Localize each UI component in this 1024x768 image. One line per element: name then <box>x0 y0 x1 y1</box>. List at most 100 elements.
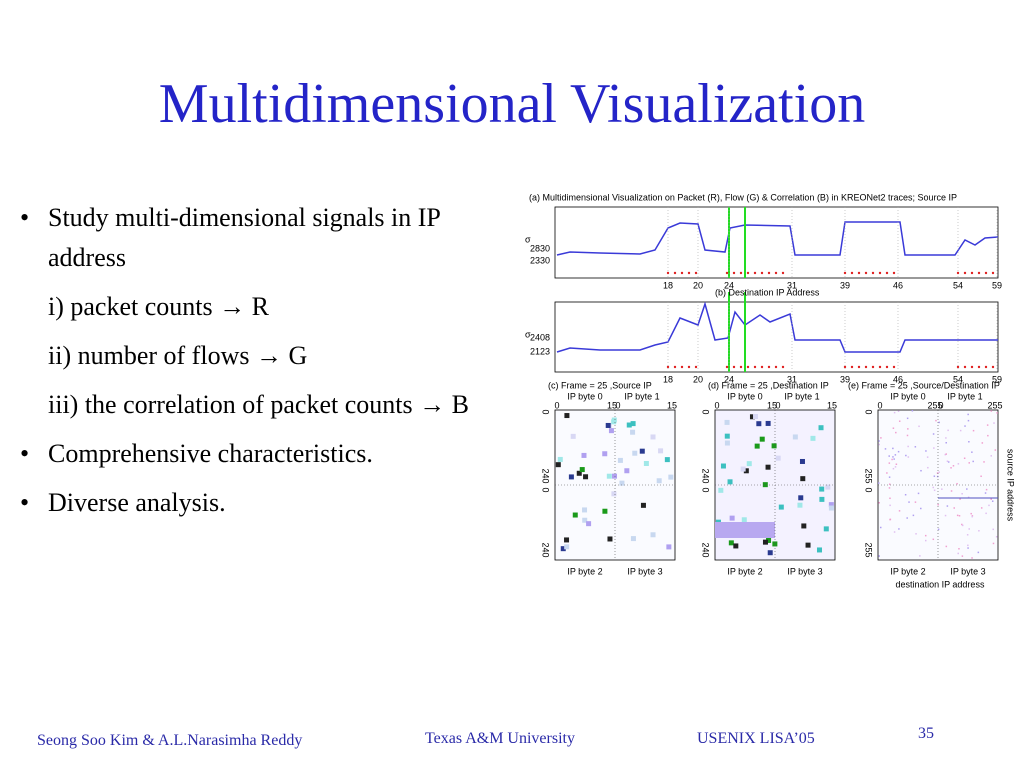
x-tick-label: 24 <box>724 280 734 290</box>
marker-dot <box>892 271 896 275</box>
marker-dot <box>760 365 764 369</box>
heatmap-cell <box>611 419 617 425</box>
heatmap-cell <box>990 498 992 500</box>
heatmap-cell <box>957 463 960 465</box>
heatmap-cell <box>771 443 777 449</box>
heatmap-cell <box>582 507 588 513</box>
heatmap-cell <box>991 500 994 502</box>
x-tick-label: 39 <box>840 374 850 384</box>
heatmap-cell <box>961 523 963 526</box>
marker-dot <box>774 365 778 369</box>
heatmap-cell <box>819 496 825 502</box>
heatmap-cell <box>749 414 755 420</box>
x-tick-label: 54 <box>953 280 963 290</box>
marker-dot <box>767 365 771 369</box>
heatmap-cell <box>801 523 807 529</box>
heatmap-cell <box>919 555 921 557</box>
heatmap-cell <box>878 443 880 446</box>
marker-dot <box>956 365 960 369</box>
x-tick-label: 39 <box>840 280 850 290</box>
axis-label: IP byte 2 <box>727 566 762 576</box>
heatmap-block <box>715 522 775 538</box>
heatmap-cell <box>968 441 970 443</box>
marker-dot <box>850 271 854 275</box>
heatmap-cell <box>937 503 939 506</box>
heatmap-cell <box>729 515 735 521</box>
axis-label: IP byte 0 <box>890 391 925 401</box>
heatmap-cell <box>576 470 582 476</box>
heatmap-cell <box>619 480 625 486</box>
heatmap-cell <box>762 539 768 545</box>
heatmap-cell <box>944 453 947 456</box>
heatmap-cell <box>985 488 988 491</box>
x-tick-label: 31 <box>787 280 797 290</box>
heatmap-cell <box>746 461 752 467</box>
marker-dot <box>963 365 967 369</box>
heatmap-cell <box>639 448 645 454</box>
heatmap-cell <box>778 504 784 510</box>
marker-dot <box>892 365 896 369</box>
tick-label: 0 <box>877 400 882 410</box>
marker-dot <box>977 365 981 369</box>
heatmap-cell <box>897 450 900 453</box>
axis-label: IP byte 0 <box>567 391 602 401</box>
heatmap-cell <box>915 533 917 535</box>
x-tick-label: 54 <box>953 374 963 384</box>
marker-dot <box>991 271 995 275</box>
x-tick-label: 59 <box>992 374 1002 384</box>
heatmap-cell <box>967 419 970 422</box>
marker-dot <box>871 271 875 275</box>
heatmap-cell <box>980 507 983 509</box>
bullet: Study multi-dimensional signals in IP ad… <box>20 198 500 278</box>
heatmap-cell <box>656 478 662 484</box>
heatmap-cell <box>668 474 674 480</box>
marker-dot <box>984 271 988 275</box>
heatmap-cell <box>956 514 959 517</box>
heatmap-cell <box>720 463 726 469</box>
heatmap-cell <box>767 550 773 556</box>
x-tick-label: 20 <box>693 280 703 290</box>
panel-b-plot <box>554 292 999 373</box>
heatmap-cell <box>666 544 672 550</box>
heatmap-cell <box>898 420 901 422</box>
heatmap-cell <box>933 475 936 477</box>
heatmap-cell <box>828 505 834 511</box>
bullet: Comprehensive characteristics. <box>20 434 500 474</box>
heatmap-cell <box>970 512 972 515</box>
heatmap-cell <box>987 434 989 437</box>
heatmap-cell <box>825 484 831 490</box>
heatmap-cell <box>602 451 608 457</box>
tick-label: 0 <box>701 409 711 414</box>
heatmap-cell <box>792 434 798 440</box>
heatmap-cell <box>632 450 638 456</box>
heatmap-cell <box>888 462 891 464</box>
marker-dot <box>732 365 736 369</box>
sub-bullet: ii) number of flows → G <box>48 341 308 370</box>
marker-dot <box>843 365 847 369</box>
heatmap-cell <box>980 475 982 478</box>
heatmap-cell <box>990 410 993 412</box>
heatmap-cell <box>805 542 811 548</box>
tick-label: 0 <box>864 487 874 492</box>
panel-title: (b) Destination IP Address <box>715 287 820 297</box>
heatmap-cell <box>878 555 880 557</box>
heatmap-cell <box>995 535 998 538</box>
heatmap-cell <box>990 455 992 457</box>
heatmap-cell <box>945 437 947 439</box>
heatmap-cell <box>971 515 973 518</box>
heatmap-cell <box>945 453 947 455</box>
axis-label: source IP address <box>1006 449 1016 522</box>
marker-dot <box>781 271 785 275</box>
marker-dot <box>725 365 729 369</box>
heatmap-cell <box>581 452 587 458</box>
heatmap-cell <box>759 436 765 442</box>
axis-label: IP byte 2 <box>567 566 602 576</box>
heatmap-cell <box>961 492 963 495</box>
marker-dot <box>680 271 684 275</box>
heatmap-cell <box>972 460 974 463</box>
y-tick-label: 2830 <box>530 243 550 253</box>
heatmap-cell <box>818 425 824 431</box>
panel-title: (a) Multidimensional Visualization on Pa… <box>529 192 957 202</box>
